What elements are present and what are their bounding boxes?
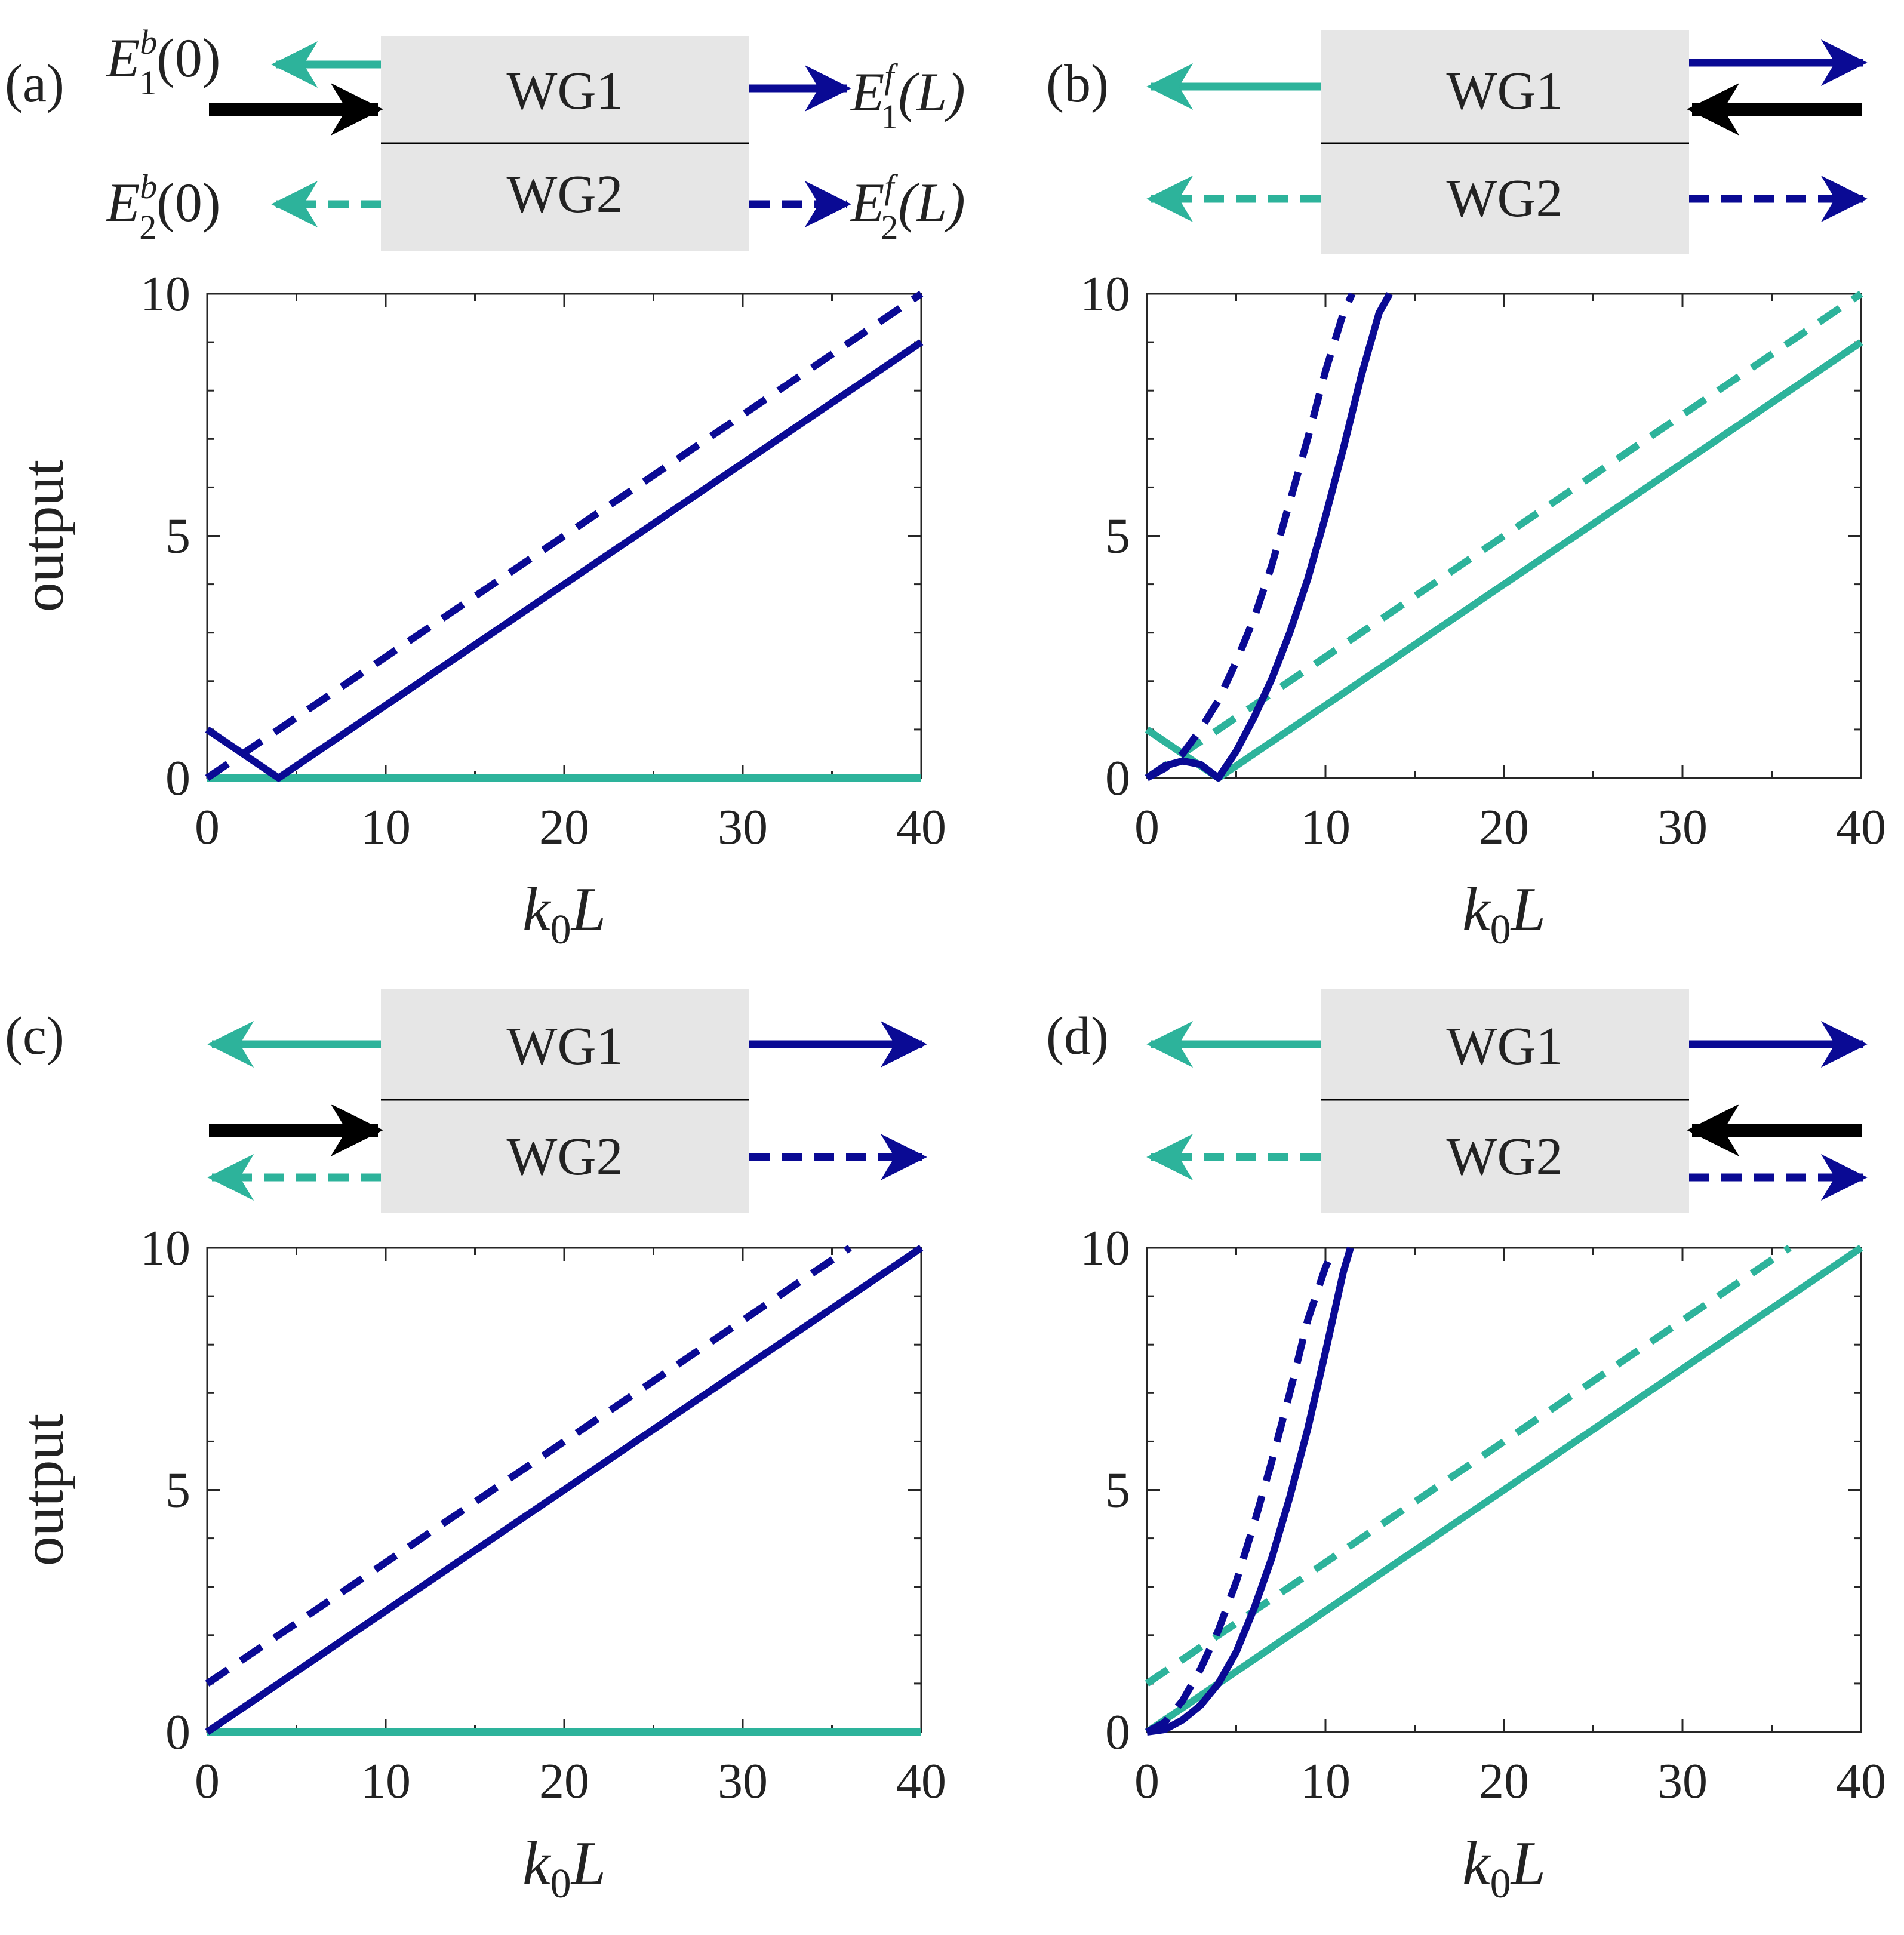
x-axis-label: k0L: [1462, 874, 1546, 953]
y-tick-label: 10: [1080, 266, 1130, 322]
plot-d: 0 10 20 30 40 0 5 10 k0L: [1080, 1220, 1886, 1907]
y-tick-label: 10: [1080, 1220, 1130, 1276]
x-tick-label: 40: [896, 799, 946, 855]
y-axis-label: output: [10, 1414, 76, 1567]
series-line-E1f: [1145, 292, 1393, 782]
x-tick-label: 20: [539, 799, 589, 855]
wg2-label: WG2: [507, 1127, 623, 1186]
x-tick-label: 0: [1134, 799, 1159, 855]
x-axis-label: k0L: [522, 874, 606, 953]
schematic-c: (c) WG1 WG2: [5, 989, 927, 1213]
x-tick-label: 10: [1300, 799, 1351, 855]
x-tick-label: 30: [718, 799, 768, 855]
x-tick-label: 20: [1479, 799, 1529, 855]
series-line-E1f: [1146, 1247, 1354, 1736]
schematic-d: (d) WG1 WG2: [1046, 989, 1868, 1213]
x-tick-label: 10: [361, 799, 411, 855]
wg2-label: WG2: [1447, 169, 1563, 228]
x-tick-label: 30: [718, 1754, 768, 1809]
label-E1b0: Eb 1(0): [105, 23, 220, 102]
panel-label-c: (c): [5, 1007, 64, 1066]
plot-b: 0 10 20 30 40 0 5 10 k0L: [1080, 266, 1886, 953]
y-tick-label: 5: [1105, 509, 1130, 564]
label-E2fL: Ef 2(L): [850, 167, 965, 247]
series-line-E2f: [205, 1245, 852, 1687]
x-tick-label: 0: [195, 1754, 220, 1809]
y-axis-label: output: [10, 460, 76, 613]
wg1-label: WG1: [1447, 1017, 1563, 1076]
schematic-a: (a) WG1 WG2 Eb 1(0) Eb 2(0) Ef 1(L) Ef 2(L): [5, 23, 965, 251]
y-tick-label: 0: [1105, 1705, 1130, 1760]
x-tick-label: 30: [1657, 799, 1708, 855]
y-tick-label: 0: [165, 1705, 190, 1760]
x-tick-label: 40: [1836, 1754, 1886, 1809]
series-line-E2f(L): [205, 291, 924, 781]
series-line-E1f: [205, 1245, 924, 1735]
series-line-E2f: [1145, 292, 1356, 782]
y-tick-label: 0: [165, 750, 190, 806]
y-tick-label: 10: [140, 266, 190, 322]
label-E2b0: Eb 2(0): [105, 167, 220, 247]
y-tick-label: 5: [165, 1463, 190, 1518]
x-tick-label: 0: [195, 799, 220, 855]
x-axis-label: k0L: [522, 1828, 606, 1907]
schematic-b: (b) WG1 WG2: [1046, 30, 1868, 254]
wg1-label: WG1: [507, 61, 623, 121]
x-tick-label: 20: [539, 1754, 589, 1809]
panel-label-a: (a): [5, 54, 64, 113]
x-axis-label: k0L: [1462, 1828, 1546, 1907]
panel-label-d: (d): [1046, 1007, 1109, 1066]
x-tick-label: 10: [1300, 1754, 1351, 1809]
x-tick-label: 10: [361, 1754, 411, 1809]
wg1-label: WG1: [507, 1017, 623, 1076]
x-tick-label: 40: [896, 1754, 946, 1809]
x-tick-label: 30: [1657, 1754, 1708, 1809]
plot-a: 0 10 20 30 40 0 5 10 k0L output: [10, 266, 946, 953]
y-tick-label: 5: [1105, 1463, 1130, 1518]
wg2-label: WG2: [507, 165, 623, 224]
wg1-label: WG1: [1447, 61, 1563, 121]
x-tick-label: 40: [1836, 799, 1886, 855]
panel-label-b: (b): [1046, 54, 1109, 113]
y-tick-label: 5: [165, 509, 190, 564]
x-tick-label: 0: [1134, 1754, 1159, 1809]
plots: 0 10 20 30 40 0 5 10 k0L output 0 10 20 30 40 0 5 10 k0L 0 1…: [10, 266, 1886, 1907]
waveguide-box: [1321, 30, 1689, 254]
plot-c: 0 10 20 30 40 0 5 10 k0L output: [10, 1220, 946, 1907]
y-tick-label: 10: [140, 1220, 190, 1276]
series-line-E1f(L): [205, 339, 924, 782]
x-tick-label: 20: [1479, 1754, 1529, 1809]
label-E1fL: Ef 1(L): [850, 57, 965, 136]
wg2-label: WG2: [1447, 1127, 1563, 1186]
series-line-E1b: [1145, 1245, 1863, 1735]
y-tick-label: 0: [1105, 750, 1130, 806]
series-line-E2f: [1145, 1246, 1338, 1736]
